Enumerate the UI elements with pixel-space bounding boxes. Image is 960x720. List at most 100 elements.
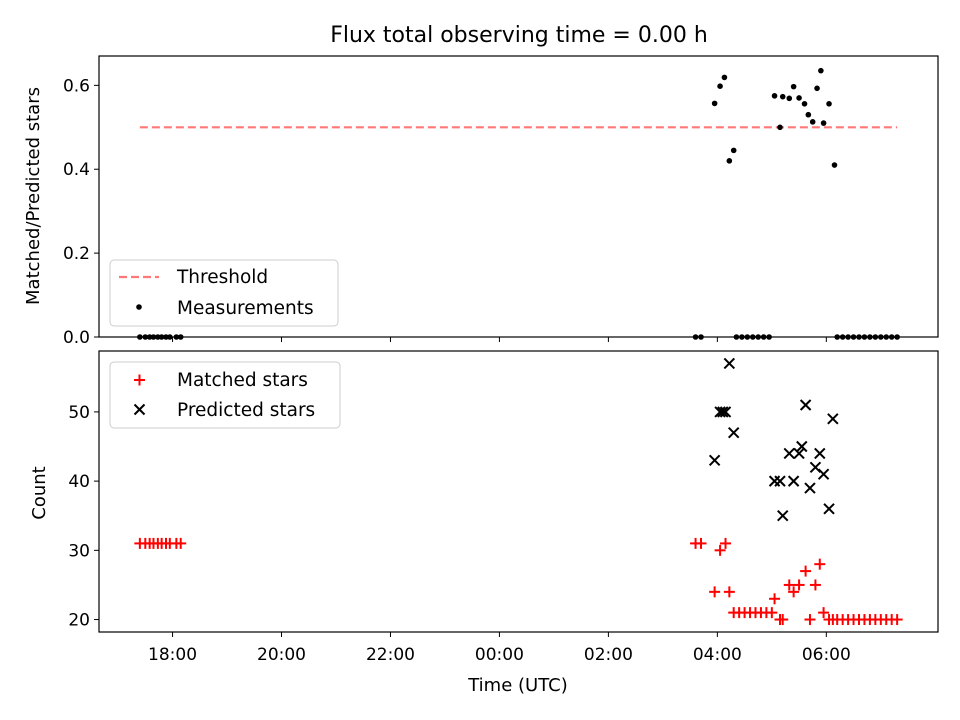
x-tick-label: 20:00 (257, 645, 306, 665)
matched-star-point (769, 593, 781, 605)
predicted-star-point (777, 510, 789, 522)
legend-measurements-marker (136, 304, 142, 310)
predicted-star-point-b (823, 503, 835, 515)
x-tick-label: 18:00 (148, 645, 197, 665)
predicted-star-point (793, 447, 805, 460)
predicted-star-point-b (793, 447, 805, 460)
predicted-star-point-b (799, 399, 812, 411)
matched-star-point (804, 614, 816, 626)
bottom-y-axis-label: Count (29, 466, 50, 519)
legend-measurements-label: Measurements (177, 298, 314, 319)
matched-star-point (723, 586, 735, 598)
measurement-point (777, 124, 783, 131)
predicted-star-point-b (827, 413, 839, 425)
top-y-axis-label: Matched/Predicted stars (23, 87, 44, 305)
top-y-tick-label: 0.4 (63, 160, 90, 180)
predicted-star-point-b (723, 357, 736, 370)
x-tick-label: 06:00 (802, 645, 851, 665)
predicted-star-point-b (717, 406, 729, 418)
measurement-point (796, 95, 802, 101)
predicted-star-point (799, 399, 812, 411)
predicted-star-point (708, 454, 721, 467)
chart-title: Flux total observing time = 0.00 h (330, 23, 708, 48)
measurement-point (711, 100, 718, 107)
predicted-star-point-b (774, 475, 786, 487)
top-plot-frame (98, 55, 939, 338)
matched-star-point (777, 614, 789, 626)
predicted-star-point (814, 447, 826, 460)
top-legend: Threshold Measurements (109, 259, 339, 327)
legend-predicted-marker (133, 403, 146, 416)
measurement-point (730, 147, 737, 154)
measurement-point (779, 93, 786, 100)
measurement-point (820, 120, 827, 126)
ratio-panel: 0.0 0.2 0.4 0.6 (63, 55, 939, 348)
predicted-star-point-b (804, 482, 816, 494)
predicted-star-point (774, 475, 786, 487)
predicted-star-point-b (783, 447, 795, 460)
measurement-point (831, 162, 838, 168)
measurement-point (818, 67, 824, 74)
measurement-point (717, 83, 723, 89)
bottom-legend-frame (109, 361, 341, 429)
matched-star-point (793, 579, 805, 591)
matched-star-point (720, 537, 732, 549)
predicted-star-point (804, 482, 816, 494)
count-panel: 20 30 40 50 18:00 20:00 22:00 00:00 02:00 04:00 06… (68, 350, 939, 665)
predicted-star-point (717, 406, 729, 418)
measurement-point (805, 111, 812, 118)
matched-star-point (800, 565, 812, 577)
matched-star-point (695, 537, 707, 549)
bottom-y-tick-label: 40 (68, 472, 90, 492)
measurement-point (814, 85, 820, 92)
predicted-star-point-b (719, 406, 732, 418)
predicted-star-point (723, 357, 736, 370)
matched-star-point (814, 558, 826, 570)
x-tick-label: 04:00 (693, 645, 742, 665)
matched-star-point (714, 544, 726, 556)
x-tick-label: 22:00 (366, 645, 415, 665)
top-y-tick-label: 0.6 (63, 76, 90, 96)
bottom-y-tick-label: 50 (68, 403, 90, 423)
measurement-point (726, 158, 733, 164)
matched-star-point (709, 586, 721, 598)
matched-star-point (175, 537, 187, 549)
top-y-tick-label: 0.0 (63, 328, 90, 348)
matched-star-point (766, 607, 778, 619)
predicted-star-point (787, 475, 800, 487)
predicted-star-point-b (787, 475, 800, 487)
matched-star-point (818, 607, 830, 619)
predicted-star-point-b (814, 447, 826, 460)
legend-threshold-label: Threshold (176, 267, 268, 288)
measurement-point (771, 93, 778, 99)
predicted-star-point (719, 406, 732, 418)
matched-star-point (788, 586, 800, 598)
predicted-star-point (823, 503, 835, 515)
matched-star-point (809, 579, 821, 591)
measurement-point (809, 119, 816, 125)
x-axis-label: Time (UTC) (467, 675, 568, 696)
measurement-point (721, 74, 728, 81)
bottom-y-tick-label: 30 (68, 541, 90, 561)
predicted-star-point (727, 426, 740, 439)
matched-star-point (891, 614, 903, 626)
predicted-star-point-b (809, 461, 822, 473)
measurement-point (801, 101, 808, 107)
measurement-point (790, 83, 797, 90)
measurement-point (826, 101, 832, 107)
predicted-star-point-b (727, 426, 740, 439)
bottom-legend: Matched stars Predicted stars (109, 361, 341, 429)
predicted-star-point-b (796, 440, 808, 453)
top-y-tick-label: 0.2 (63, 244, 90, 264)
legend-predicted-label: Predicted stars (177, 400, 315, 421)
measurement-point (786, 95, 793, 102)
legend-matched-label: Matched stars (177, 370, 308, 391)
top-legend-frame (109, 259, 339, 327)
predicted-star-point (796, 440, 808, 453)
bottom-plot-frame (98, 350, 939, 633)
predicted-star-point (783, 447, 795, 460)
bottom-y-tick-label: 20 (68, 611, 90, 631)
predicted-star-point-b (708, 454, 721, 467)
